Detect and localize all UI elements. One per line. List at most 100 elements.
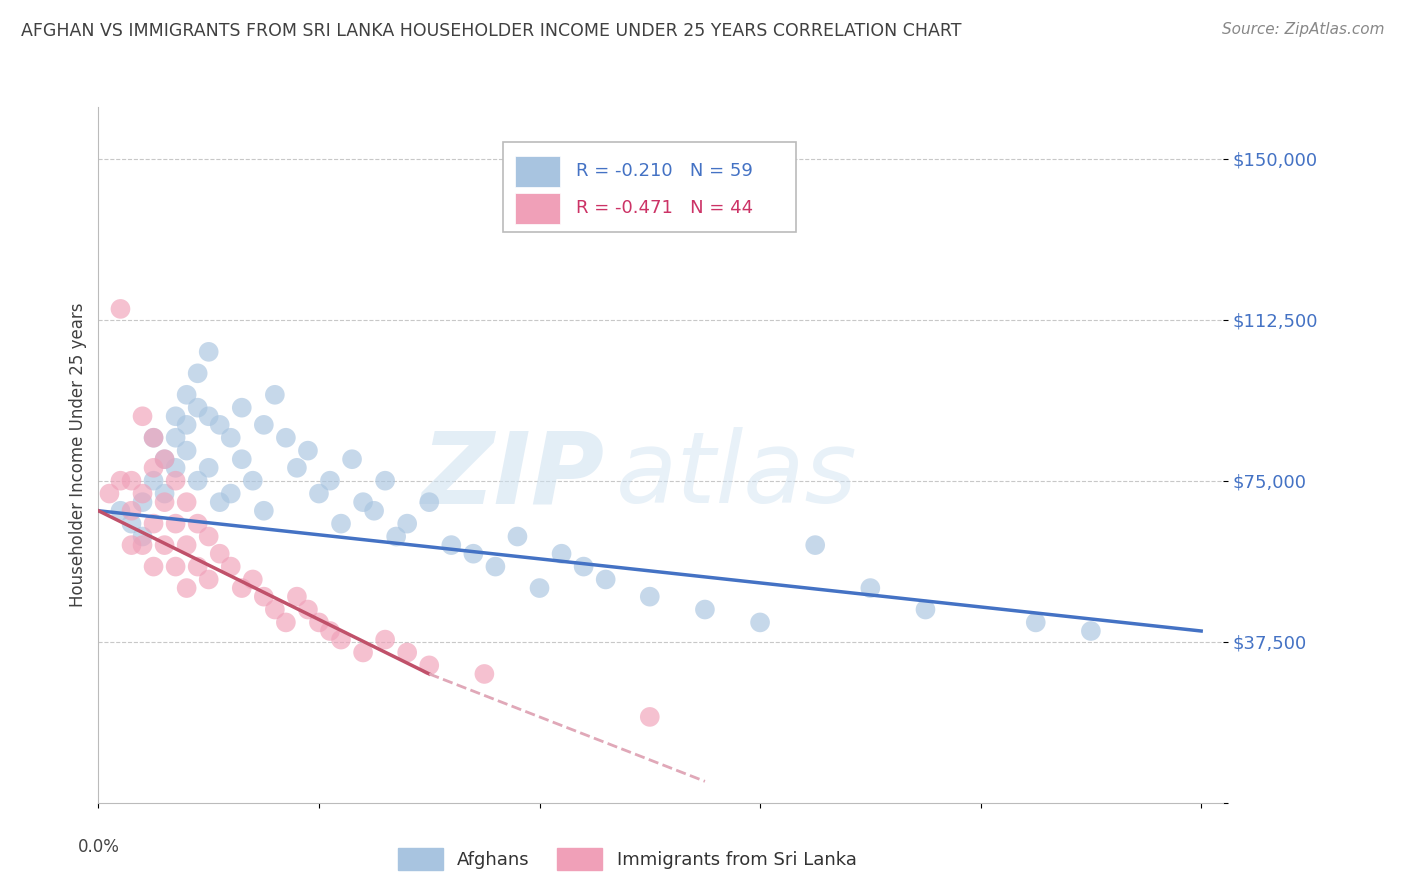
Point	[121, 538, 143, 552]
Text: ZIP: ZIP	[422, 427, 605, 524]
Point	[187, 516, 209, 531]
Point	[110, 474, 132, 488]
Point	[208, 547, 231, 561]
Point	[308, 615, 330, 630]
Point	[131, 529, 153, 543]
Point	[208, 495, 231, 509]
Point	[131, 538, 153, 552]
Text: Source: ZipAtlas.com: Source: ZipAtlas.com	[1222, 22, 1385, 37]
Point	[363, 504, 385, 518]
Point	[197, 409, 219, 424]
Point	[285, 460, 308, 475]
Point	[98, 486, 121, 500]
Point	[197, 573, 219, 587]
Point	[219, 431, 242, 445]
Point	[297, 602, 319, 616]
Point	[142, 431, 165, 445]
Point	[352, 645, 374, 659]
Point	[242, 474, 264, 488]
Point	[253, 417, 276, 432]
Point	[638, 710, 661, 724]
Point	[131, 495, 153, 509]
Point	[638, 590, 661, 604]
Point	[914, 602, 936, 616]
Point	[187, 474, 209, 488]
Point	[463, 547, 485, 561]
Point	[142, 431, 165, 445]
Point	[550, 547, 572, 561]
Point	[1025, 615, 1047, 630]
Bar	[515, 156, 560, 187]
Bar	[515, 193, 560, 224]
Point	[253, 590, 276, 604]
Point	[153, 452, 176, 467]
Point	[308, 486, 330, 500]
Point	[529, 581, 551, 595]
Point	[197, 529, 219, 543]
Point	[231, 452, 253, 467]
Point	[1080, 624, 1102, 638]
Text: AFGHAN VS IMMIGRANTS FROM SRI LANKA HOUSEHOLDER INCOME UNDER 25 YEARS CORRELATIO: AFGHAN VS IMMIGRANTS FROM SRI LANKA HOUS…	[21, 22, 962, 40]
Point	[385, 529, 408, 543]
Point	[131, 409, 153, 424]
Point	[396, 645, 419, 659]
Point	[208, 417, 231, 432]
Point	[274, 615, 297, 630]
Point	[297, 443, 319, 458]
Point	[352, 495, 374, 509]
Point	[330, 516, 353, 531]
Y-axis label: Householder Income Under 25 years: Householder Income Under 25 years	[69, 302, 87, 607]
Text: atlas: atlas	[616, 427, 858, 524]
Point	[187, 367, 209, 381]
Point	[176, 443, 198, 458]
Point	[165, 431, 187, 445]
Point	[418, 658, 440, 673]
Point	[165, 559, 187, 574]
Point	[121, 516, 143, 531]
Point	[231, 401, 253, 415]
Text: 0.0%: 0.0%	[77, 838, 120, 855]
Point	[374, 632, 396, 647]
Point	[121, 474, 143, 488]
Point	[484, 559, 506, 574]
Point	[142, 460, 165, 475]
Point	[153, 538, 176, 552]
Point	[153, 486, 176, 500]
Point	[219, 559, 242, 574]
Point	[153, 495, 176, 509]
Point	[176, 417, 198, 432]
Point	[176, 581, 198, 595]
Point	[110, 504, 132, 518]
Point	[131, 486, 153, 500]
Point	[374, 474, 396, 488]
Point	[110, 301, 132, 316]
Point	[506, 529, 529, 543]
Point	[242, 573, 264, 587]
Point	[176, 538, 198, 552]
Point	[396, 516, 419, 531]
Point	[418, 495, 440, 509]
Point	[165, 516, 187, 531]
Point	[165, 460, 187, 475]
Point	[176, 388, 198, 402]
Point	[165, 409, 187, 424]
Legend: Afghans, Immigrants from Sri Lanka: Afghans, Immigrants from Sri Lanka	[391, 841, 863, 877]
Point	[263, 388, 285, 402]
Point	[142, 474, 165, 488]
Point	[474, 667, 496, 681]
Point	[197, 344, 219, 359]
Point	[274, 431, 297, 445]
Point	[142, 559, 165, 574]
Point	[595, 573, 617, 587]
Point	[231, 581, 253, 595]
Point	[440, 538, 463, 552]
Text: R = -0.471   N = 44: R = -0.471 N = 44	[576, 199, 754, 217]
Text: R = -0.210   N = 59: R = -0.210 N = 59	[576, 162, 754, 180]
Point	[285, 590, 308, 604]
Point	[121, 504, 143, 518]
Point	[340, 452, 363, 467]
Point	[749, 615, 772, 630]
Point	[219, 486, 242, 500]
Point	[693, 602, 716, 616]
Point	[176, 495, 198, 509]
